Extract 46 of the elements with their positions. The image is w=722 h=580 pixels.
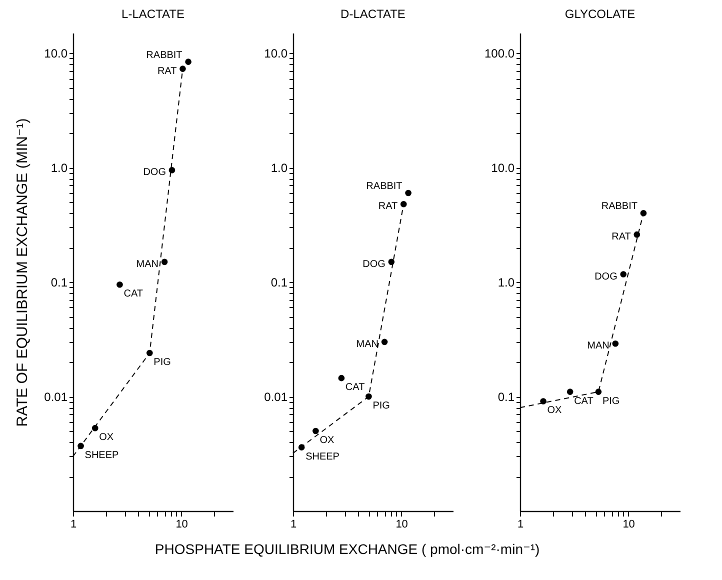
annotation: RABBIT	[366, 181, 402, 192]
y-tick-label: 0.01	[264, 390, 288, 404]
x-axis-title: PHOSPHATE EQUILIBRIUM EXCHANGE ( pmol·cm⁻²·min⁻¹)	[154, 541, 540, 557]
annotation: RAT	[612, 232, 631, 243]
y-tick-label: 0.1	[270, 276, 288, 290]
annotation: RABBIT	[601, 201, 638, 212]
annotation: MAN	[587, 340, 610, 352]
y-tick-label: 0.1	[50, 276, 68, 290]
y-tick-label: 1.0	[50, 161, 68, 176]
annotation: OX	[547, 405, 562, 416]
annotation: OX	[320, 434, 334, 446]
annotation: PIG	[372, 400, 390, 412]
x-tick-label: 1	[290, 518, 297, 530]
annotation: DOG	[362, 258, 386, 270]
annotation: CAT	[345, 382, 365, 394]
y-tick-label: 0.1	[498, 390, 515, 404]
y-tick-label: 10.0	[491, 161, 515, 176]
y-tick-label: 100.0	[484, 46, 515, 61]
y-tick-label: 10.0	[264, 46, 288, 61]
annotation: RABBIT	[146, 50, 182, 61]
chart-title: GLYCOLATE	[564, 7, 636, 21]
y-tick-label: 10.0	[44, 46, 68, 61]
annotation: SHEEP	[84, 450, 120, 461]
x-tick-label: 10	[622, 518, 635, 530]
annotation: DOG	[594, 271, 618, 282]
y-tick-label: 1.0	[270, 161, 288, 176]
annotation: PIG	[602, 396, 620, 407]
y-tick-label: 1.0	[498, 276, 515, 290]
x-tick-label: 1	[517, 518, 524, 530]
annotation: SHEEP	[306, 451, 340, 462]
annotation: CAT	[574, 396, 594, 407]
annotation: RAT	[378, 201, 398, 212]
y-axis-title: RATE OF EQUILIBRIUM EXCHANGE (MIN⁻¹)	[14, 118, 32, 427]
annotation: DOG	[143, 167, 166, 178]
annotation: OX	[99, 432, 114, 444]
annotation: MAN	[356, 338, 379, 350]
annotation: MAN	[136, 258, 159, 270]
x-tick-label: 10	[396, 518, 408, 530]
x-tick-label: 10	[176, 518, 188, 530]
annotation: PIG	[154, 357, 172, 368]
x-tick-label: 1	[70, 518, 77, 530]
chart-title: L-LACTATE	[122, 7, 184, 21]
annotation: CAT	[124, 288, 143, 300]
chart-title: D-LACTATE	[340, 7, 406, 21]
y-tick-label: 0.01	[44, 390, 68, 404]
annotation: RAT	[157, 66, 177, 77]
